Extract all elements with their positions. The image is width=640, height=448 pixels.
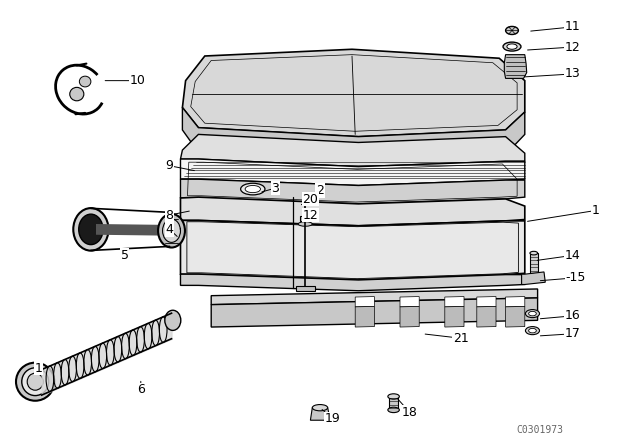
- Polygon shape: [355, 297, 374, 307]
- Polygon shape: [477, 297, 496, 307]
- Text: 10: 10: [130, 74, 145, 87]
- Text: C0301973: C0301973: [516, 426, 563, 435]
- Ellipse shape: [163, 219, 180, 242]
- Polygon shape: [300, 216, 311, 221]
- Ellipse shape: [245, 185, 260, 193]
- Ellipse shape: [16, 363, 54, 401]
- Ellipse shape: [507, 44, 517, 49]
- Ellipse shape: [529, 311, 536, 316]
- Polygon shape: [182, 108, 525, 161]
- Text: 1: 1: [35, 362, 42, 375]
- Polygon shape: [504, 55, 527, 78]
- Text: 13: 13: [565, 67, 580, 81]
- Polygon shape: [506, 306, 525, 327]
- Polygon shape: [180, 274, 525, 291]
- Ellipse shape: [503, 42, 521, 51]
- Ellipse shape: [70, 87, 84, 101]
- Text: 14: 14: [565, 249, 580, 262]
- Polygon shape: [180, 134, 525, 167]
- Ellipse shape: [165, 310, 181, 331]
- Polygon shape: [182, 49, 525, 137]
- Polygon shape: [522, 272, 545, 284]
- Ellipse shape: [241, 183, 265, 195]
- Polygon shape: [477, 306, 496, 327]
- Ellipse shape: [298, 222, 312, 226]
- Polygon shape: [445, 297, 464, 307]
- Ellipse shape: [79, 76, 91, 87]
- Text: 18: 18: [402, 405, 417, 419]
- Polygon shape: [355, 306, 374, 327]
- Polygon shape: [96, 224, 168, 236]
- Text: 17: 17: [565, 327, 580, 340]
- Ellipse shape: [312, 405, 328, 411]
- Polygon shape: [310, 408, 330, 420]
- Text: 4: 4: [166, 223, 173, 236]
- Ellipse shape: [525, 327, 540, 335]
- Ellipse shape: [28, 373, 44, 390]
- Text: 12: 12: [303, 208, 318, 222]
- Polygon shape: [180, 197, 525, 226]
- Text: 20: 20: [303, 193, 318, 206]
- Ellipse shape: [530, 251, 538, 255]
- Polygon shape: [530, 253, 538, 273]
- Ellipse shape: [506, 26, 518, 34]
- Text: 2: 2: [316, 184, 324, 197]
- Polygon shape: [389, 396, 398, 410]
- Text: -15: -15: [566, 271, 586, 284]
- Polygon shape: [180, 179, 525, 204]
- Text: 12: 12: [565, 40, 580, 54]
- Polygon shape: [180, 220, 525, 280]
- Text: 21: 21: [453, 332, 468, 345]
- Ellipse shape: [525, 310, 540, 318]
- Ellipse shape: [73, 208, 108, 251]
- Polygon shape: [296, 286, 315, 291]
- Polygon shape: [211, 298, 538, 327]
- Polygon shape: [445, 306, 464, 327]
- Ellipse shape: [388, 407, 399, 413]
- Text: 3: 3: [271, 181, 279, 195]
- Polygon shape: [400, 297, 419, 307]
- Polygon shape: [506, 297, 525, 307]
- Text: 19: 19: [325, 412, 340, 426]
- Text: 8: 8: [166, 208, 173, 222]
- Ellipse shape: [79, 214, 103, 245]
- Polygon shape: [180, 159, 525, 185]
- Ellipse shape: [388, 394, 399, 399]
- Text: 16: 16: [565, 309, 580, 323]
- Ellipse shape: [529, 328, 536, 333]
- Text: 5: 5: [121, 249, 129, 262]
- Polygon shape: [400, 306, 419, 327]
- Ellipse shape: [158, 214, 185, 247]
- Text: 1: 1: [591, 204, 599, 217]
- Text: 9: 9: [166, 159, 173, 172]
- Text: 11: 11: [565, 20, 580, 34]
- Text: 6: 6: [137, 383, 145, 396]
- Polygon shape: [211, 289, 538, 305]
- Ellipse shape: [22, 368, 49, 396]
